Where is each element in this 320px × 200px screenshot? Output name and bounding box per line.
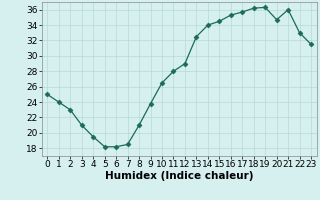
X-axis label: Humidex (Indice chaleur): Humidex (Indice chaleur) xyxy=(105,171,253,181)
